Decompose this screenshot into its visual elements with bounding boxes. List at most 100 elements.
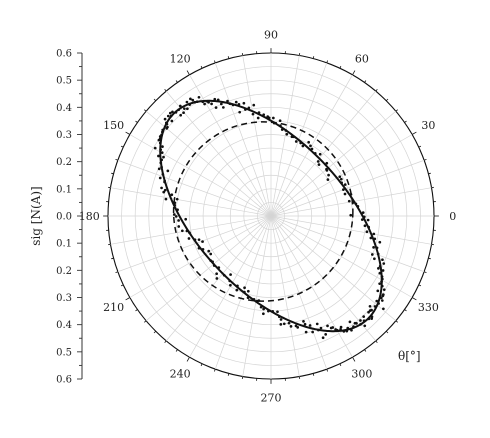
data-point <box>349 214 352 217</box>
angular-tick <box>187 71 189 75</box>
angular-tick <box>424 159 426 160</box>
data-point <box>366 230 369 233</box>
data-point <box>327 178 330 181</box>
data-point <box>272 117 275 120</box>
data-point <box>307 141 310 144</box>
angular-tick-label: 240 <box>170 367 191 380</box>
angular-tick-label: 210 <box>103 301 124 314</box>
data-point <box>367 219 370 222</box>
angular-tick <box>116 272 118 273</box>
data-point <box>326 325 329 328</box>
data-point <box>247 290 250 293</box>
data-point <box>376 289 379 292</box>
data-point <box>280 318 283 321</box>
angular-tick <box>135 121 137 122</box>
data-point <box>166 170 169 173</box>
angular-tick <box>405 309 407 310</box>
data-point <box>377 267 380 270</box>
data-point <box>158 168 161 171</box>
data-point <box>165 198 168 201</box>
data-point <box>381 258 384 261</box>
data-point <box>372 246 375 249</box>
data-point <box>209 253 212 256</box>
data-point <box>348 200 351 203</box>
data-point <box>316 323 319 326</box>
data-point <box>184 218 187 221</box>
angular-tick-label: 180 <box>79 210 100 223</box>
angular-tick <box>396 110 398 112</box>
angular-tick <box>405 121 407 122</box>
angular-tick <box>340 66 341 68</box>
radial-tick-label: 0.4 <box>56 320 72 331</box>
data-point <box>276 310 279 313</box>
radial-axis-title: sig [N(A)] <box>29 186 43 245</box>
data-point <box>215 277 218 280</box>
data-point <box>296 326 299 329</box>
data-point <box>279 323 282 326</box>
angular-tick-label: 150 <box>103 119 124 132</box>
data-point <box>364 224 367 227</box>
angular-tick <box>412 132 416 134</box>
data-point <box>229 284 232 287</box>
angular-tick-label: 270 <box>261 392 282 405</box>
data-point <box>158 139 161 142</box>
radial-tick-label: 0.6 <box>56 375 72 386</box>
data-point <box>238 111 241 114</box>
data-point <box>338 175 341 178</box>
polar-grid <box>103 48 439 384</box>
angular-tick <box>201 364 202 366</box>
angular-tick-label: 330 <box>418 301 439 314</box>
data-point <box>370 309 373 312</box>
angular-tick <box>419 146 421 147</box>
angular-tick <box>201 66 202 68</box>
angular-tick <box>327 369 328 371</box>
angular-tick <box>353 357 355 361</box>
data-point <box>378 241 381 244</box>
angular-tick <box>386 99 388 101</box>
data-point <box>319 153 322 156</box>
data-point <box>304 323 307 326</box>
data-point <box>169 112 172 115</box>
angular-tick <box>126 132 130 134</box>
data-point <box>309 144 312 147</box>
radial-tick-label: 0.5 <box>56 76 72 87</box>
angular-tick <box>340 364 341 366</box>
angular-tick <box>396 321 398 323</box>
data-point <box>355 322 358 325</box>
data-point <box>167 115 170 118</box>
data-point <box>165 127 168 130</box>
angular-axis-title: θ[°] <box>398 349 421 363</box>
angular-tick <box>412 298 416 300</box>
data-point <box>243 286 246 289</box>
data-point <box>257 117 260 120</box>
data-point <box>189 98 192 101</box>
angular-tick <box>154 331 156 333</box>
angular-tick <box>176 80 177 82</box>
radial-tick-label: 0.5 <box>56 347 72 358</box>
data-point <box>344 183 347 186</box>
angular-tick-label: 60 <box>355 53 369 66</box>
angular-tick <box>135 309 137 310</box>
data-point <box>252 113 255 116</box>
data-point <box>154 147 157 150</box>
data-point <box>186 101 189 104</box>
data-point <box>173 213 176 216</box>
data-point <box>369 305 372 308</box>
data-point <box>309 324 312 327</box>
angular-tick <box>353 71 355 75</box>
data-point <box>327 174 330 177</box>
data-point <box>359 319 362 322</box>
angular-tick-label: 0 <box>449 210 456 223</box>
angular-tick <box>386 331 388 333</box>
angular-tick <box>126 298 130 300</box>
radial-tick-label: 0.6 <box>56 49 72 60</box>
data-point <box>382 307 385 310</box>
radial-tick-label: 0.2 <box>56 157 72 168</box>
data-point <box>311 331 314 334</box>
angular-tick <box>144 110 146 112</box>
data-point <box>290 325 293 328</box>
data-point <box>378 282 381 285</box>
data-point <box>176 198 179 201</box>
